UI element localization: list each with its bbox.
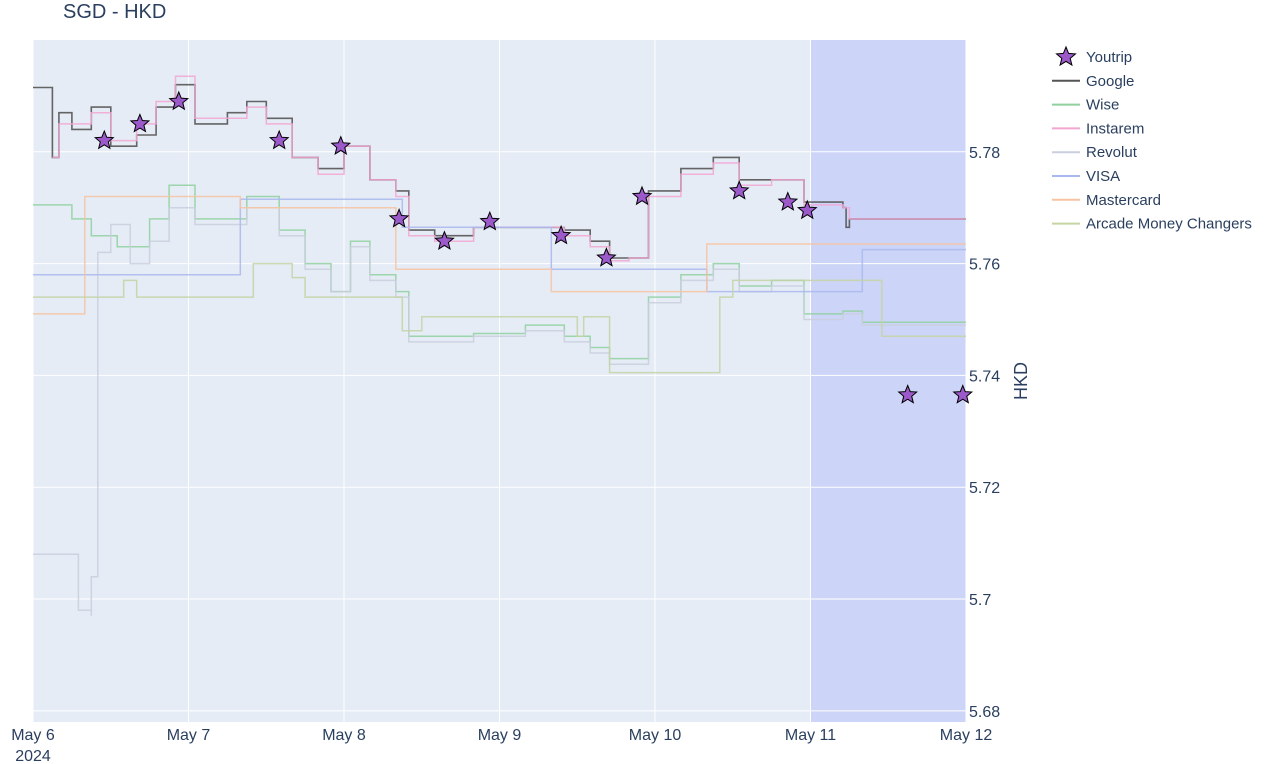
marker-youtrip bbox=[777, 191, 799, 211]
x-tick-label: May 6 bbox=[11, 727, 55, 744]
y-tick-label: 5.74 bbox=[969, 368, 1000, 385]
legend-item-wise[interactable]: Wise bbox=[1052, 97, 1119, 114]
legend-label: Arcade Money Changers bbox=[1086, 216, 1252, 233]
x-tick-label: May 7 bbox=[167, 727, 211, 744]
y-axis-label: HKD bbox=[1011, 362, 1031, 400]
marker-youtrip bbox=[268, 129, 290, 150]
marker-youtrip bbox=[93, 129, 115, 150]
x-axis-ticks: May 6 May 7 May 8 May 9 May 10 May 11 May 12 20… bbox=[11, 727, 992, 764]
series-line-revolut bbox=[33, 206, 966, 616]
marker-youtrip bbox=[952, 384, 974, 404]
legend-label: Mastercard bbox=[1086, 192, 1161, 209]
marker-youtrip bbox=[897, 384, 918, 404]
legend-label: Revolut bbox=[1086, 144, 1138, 161]
x-tick-label: May 12 bbox=[940, 727, 993, 744]
series-line-visa bbox=[33, 198, 966, 293]
marker-youtrip bbox=[129, 113, 151, 133]
y-tick-label: 5.7 bbox=[969, 592, 991, 609]
legend-item-google[interactable]: Google bbox=[1052, 73, 1134, 90]
chart-title: SGD - HKD bbox=[63, 1, 167, 23]
marker-youtrip bbox=[434, 230, 455, 250]
legend-label: Wise bbox=[1086, 97, 1119, 114]
legend-item-visa[interactable]: VISA bbox=[1052, 168, 1120, 185]
series-markers bbox=[93, 90, 974, 404]
series-line-mastercard bbox=[33, 195, 966, 315]
legend-item-arcade-money-changers[interactable]: Arcade Money Changers bbox=[1052, 216, 1252, 233]
legend-star-icon bbox=[1055, 45, 1077, 67]
series-lines bbox=[33, 75, 966, 616]
marker-youtrip bbox=[479, 210, 501, 231]
series-line-instarem bbox=[52, 75, 966, 262]
marker-youtrip bbox=[330, 135, 352, 155]
x-tick-label: May 8 bbox=[322, 727, 366, 744]
y-tick-label: 5.68 bbox=[969, 704, 1000, 721]
legend-item-revolut[interactable]: Revolut bbox=[1052, 144, 1138, 161]
legend-item-youtrip[interactable]: Youtrip bbox=[1055, 45, 1133, 67]
legend-label: Youtrip bbox=[1086, 49, 1132, 66]
legend-label: Google bbox=[1086, 73, 1134, 90]
marker-youtrip bbox=[596, 247, 617, 267]
shaded-region bbox=[810, 40, 966, 722]
series-line-arcade-money-changers bbox=[33, 262, 966, 374]
legend-item-instarem[interactable]: Instarem bbox=[1052, 120, 1144, 137]
marker-youtrip bbox=[631, 185, 653, 206]
y-tick-label: 5.76 bbox=[969, 257, 1000, 274]
marker-youtrip bbox=[728, 180, 750, 200]
marker-youtrip bbox=[550, 224, 572, 245]
legend-label: Instarem bbox=[1086, 120, 1144, 137]
x-tick-label: May 10 bbox=[629, 727, 682, 744]
x-tick-label: May 9 bbox=[478, 727, 522, 744]
legend-label: VISA bbox=[1086, 168, 1120, 185]
marker-youtrip bbox=[388, 208, 410, 228]
y-axis-ticks: 5.68 5.7 5.72 5.74 5.76 5.78 bbox=[969, 145, 1000, 721]
x-tick-label: May 11 bbox=[785, 727, 836, 744]
x-year-label: 2024 bbox=[15, 748, 51, 764]
marker-youtrip bbox=[796, 199, 818, 220]
y-tick-label: 5.72 bbox=[969, 480, 1000, 497]
legend[interactable]: Youtrip Google Wise Instarem Revolut VISA Mast… bbox=[1052, 45, 1252, 233]
y-tick-label: 5.78 bbox=[969, 145, 1000, 162]
marker-youtrip bbox=[168, 90, 190, 111]
legend-item-mastercard[interactable]: Mastercard bbox=[1052, 192, 1161, 209]
